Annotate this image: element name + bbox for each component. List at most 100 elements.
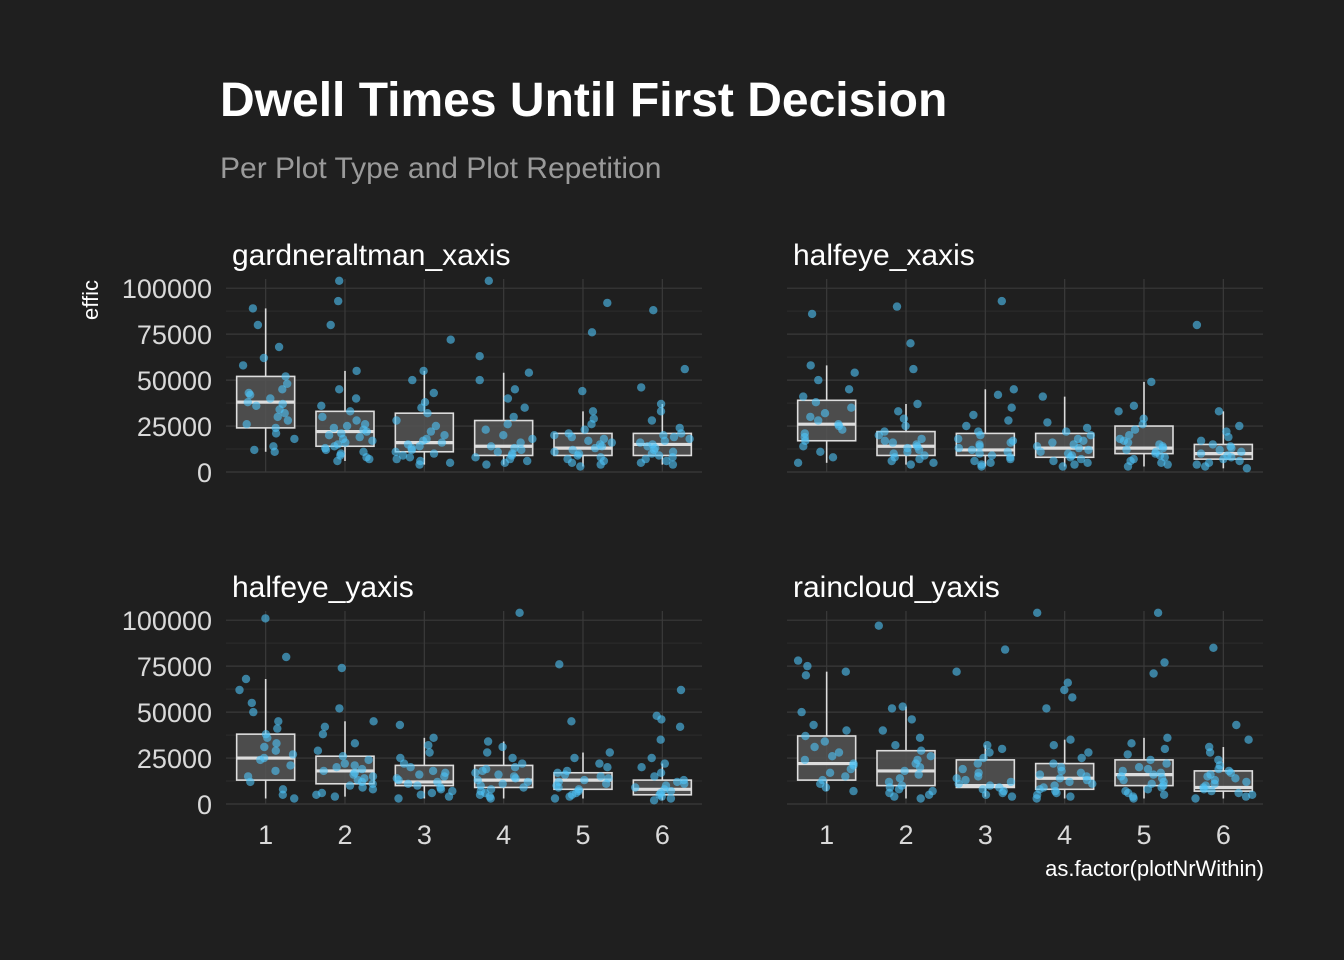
data-point	[554, 777, 563, 787]
data-point	[1222, 427, 1231, 436]
data-point	[338, 752, 348, 761]
data-point	[318, 730, 328, 739]
data-point	[841, 772, 850, 781]
data-point	[679, 775, 688, 785]
facet-label: raincloud_yaxis	[793, 571, 1000, 604]
x-tick-label: 1	[258, 820, 273, 850]
data-point	[576, 462, 585, 471]
data-point	[647, 416, 657, 425]
data-point	[847, 403, 856, 412]
data-point	[396, 753, 405, 763]
data-point	[473, 775, 482, 785]
data-point	[335, 385, 344, 394]
data-point	[841, 667, 850, 676]
data-point	[235, 685, 244, 695]
data-point	[850, 368, 859, 377]
data-point	[563, 454, 572, 464]
data-point	[656, 768, 666, 777]
data-point	[355, 432, 364, 442]
box-group	[631, 685, 693, 805]
data-point	[975, 449, 984, 458]
facet-panel-halfeye_xaxis: halfeye_xaxis	[787, 239, 1263, 473]
x-tick-label: 5	[575, 820, 590, 850]
data-point	[528, 434, 537, 444]
data-point	[416, 790, 425, 799]
data-point	[806, 361, 815, 370]
data-point	[520, 403, 529, 412]
data-point	[248, 304, 258, 313]
data-point	[800, 755, 810, 765]
data-point	[261, 730, 271, 739]
data-point	[888, 438, 897, 447]
data-point	[360, 774, 369, 783]
data-point	[475, 352, 484, 361]
data-point	[1007, 792, 1017, 801]
data-point	[509, 412, 518, 422]
data-point	[278, 399, 287, 409]
data-point	[351, 394, 361, 403]
data-point	[1084, 748, 1093, 757]
data-point	[283, 379, 292, 388]
data-point	[993, 390, 1003, 399]
data-point	[1235, 456, 1244, 466]
data-point	[498, 742, 507, 752]
data-point	[995, 783, 1004, 792]
data-point	[578, 386, 587, 396]
x-axis-title: as.factor(plotNrWithin)	[1045, 856, 1264, 881]
data-point	[486, 785, 496, 794]
data-point	[961, 775, 970, 785]
data-point	[842, 726, 851, 735]
data-point	[1032, 442, 1042, 451]
x-tick-label: 6	[655, 820, 670, 850]
data-point	[320, 722, 330, 731]
data-point	[607, 438, 616, 447]
data-point	[243, 772, 253, 781]
data-point	[901, 421, 910, 431]
data-point	[550, 431, 559, 440]
data-point	[799, 392, 808, 401]
data-point	[283, 416, 293, 425]
data-point	[568, 445, 577, 455]
data-point	[1143, 764, 1153, 774]
data-point	[429, 733, 438, 742]
data-point	[1048, 438, 1057, 447]
x-tick-label: 2	[337, 820, 352, 850]
x-tick-label: 6	[1216, 820, 1231, 850]
data-point	[503, 420, 512, 429]
data-point	[974, 768, 983, 777]
data-point	[1205, 742, 1214, 752]
data-point	[290, 794, 299, 803]
data-point	[1209, 643, 1218, 652]
box-group	[954, 296, 1018, 471]
data-point	[369, 717, 378, 726]
data-point	[1049, 741, 1059, 750]
data-point	[880, 436, 890, 445]
data-point	[954, 443, 963, 453]
data-point	[448, 786, 457, 796]
box-group	[392, 720, 457, 803]
data-point	[238, 361, 248, 370]
data-point	[423, 409, 432, 418]
data-point	[685, 434, 694, 444]
data-point	[648, 440, 657, 449]
data-point	[997, 296, 1006, 306]
data-point	[1033, 608, 1042, 617]
data-point	[405, 453, 415, 462]
data-point	[516, 438, 525, 447]
data-point	[1201, 781, 1210, 790]
data-point	[1068, 693, 1077, 702]
data-point	[1204, 458, 1214, 467]
data-point	[806, 412, 815, 422]
data-point	[1129, 454, 1138, 464]
y-axis-title: effic	[78, 280, 103, 320]
data-point	[282, 652, 291, 662]
data-point	[1123, 750, 1132, 759]
box-group	[1032, 392, 1096, 471]
data-point	[800, 429, 809, 438]
data-point	[834, 420, 843, 429]
data-point	[1196, 436, 1206, 445]
data-point	[1153, 608, 1163, 617]
data-point	[416, 456, 425, 466]
data-point	[662, 456, 671, 466]
data-point	[675, 423, 684, 433]
